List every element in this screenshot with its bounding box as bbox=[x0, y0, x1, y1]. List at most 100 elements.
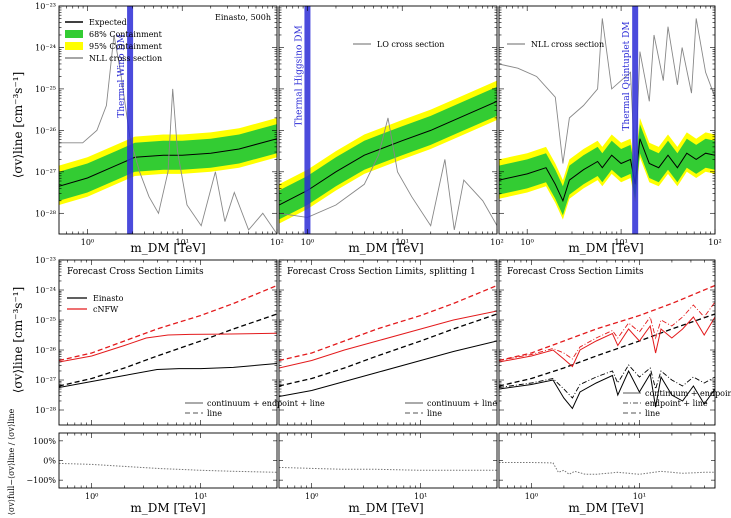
thermal-label: Thermal Quintuplet DM bbox=[622, 21, 632, 130]
containment-68-band bbox=[279, 86, 497, 220]
rat0-ytick-label: −100% bbox=[26, 476, 56, 485]
top2-xtick-label: 10² bbox=[708, 238, 721, 247]
top-xlabel-3: m_DM [TeV] bbox=[568, 241, 643, 255]
top-xlabel-2: m_DM [TeV] bbox=[348, 241, 423, 255]
top0-ytick-label: 10⁻²⁴ bbox=[35, 43, 56, 52]
cnfw-line-only bbox=[59, 284, 277, 362]
bot0-ytick-label: 10⁻²⁷ bbox=[35, 376, 56, 385]
panel-title: Forecast Cross Section Limits, splitting… bbox=[287, 267, 476, 277]
legend-swatch bbox=[65, 30, 83, 38]
bottom-panel-2: Forecast Cross Section Limits, splitting… bbox=[278, 259, 498, 426]
bot0-ytick-label: 10⁻²³ bbox=[35, 256, 56, 265]
expected-line bbox=[59, 138, 277, 187]
cnfw-line-only bbox=[499, 284, 715, 362]
legend-label: endpoint + line bbox=[645, 399, 708, 408]
rat1-frame bbox=[278, 432, 498, 489]
ratio-panel-2: 10⁰ 10¹ bbox=[278, 432, 498, 501]
bot0-ytick-label: 10⁻²⁵ bbox=[35, 316, 56, 325]
legend-label: continuum + endpoint + line bbox=[645, 389, 731, 398]
legend-label: Expected bbox=[89, 18, 127, 27]
ratio-curve bbox=[58, 462, 278, 473]
expected-line bbox=[279, 100, 497, 206]
legend-label: continuum + endpoint + line bbox=[207, 399, 325, 408]
bottom-ylabel: ⟨σv⟩line [cm⁻³s⁻¹] bbox=[11, 287, 25, 394]
legend-label: NLL cross section bbox=[531, 40, 604, 49]
top-panel-3-plot bbox=[499, 6, 715, 234]
einasto-full bbox=[59, 363, 277, 388]
top0-ytick-label: 10⁻²⁷ bbox=[35, 168, 56, 177]
top1-xtick-label: 10⁰ bbox=[301, 238, 314, 247]
bottom-panel-3-plot bbox=[499, 284, 715, 410]
bottom-panel-3: Forecast Cross Section Limits continuum +… bbox=[498, 259, 731, 426]
ratio-row-panels: 10⁰ 10¹ 100% 0% −100% 10⁰ 10¹ 10⁰ 10¹ bbox=[26, 432, 716, 501]
ratio-panel-3: 10⁰ 10¹ bbox=[498, 432, 716, 501]
top0-xtick-label: 10² bbox=[270, 238, 283, 247]
top0-ytick-label: 10⁻²⁵ bbox=[35, 85, 56, 94]
bottom-xlabel-2: m_DM [TeV] bbox=[348, 501, 423, 515]
legend-label: 68% Containment bbox=[89, 30, 163, 39]
panel-title: Forecast Cross Section Limits bbox=[507, 267, 644, 277]
bottom-panel-1: 10⁻²⁸ 10⁻²⁷ 10⁻²⁶ 10⁻²⁵ 10⁻²⁴ 10⁻²³ Forecast C… bbox=[35, 256, 325, 426]
top-panel-1: Thermal Wino DM 10⁰ 10¹ 10² 10⁻²⁸ 10⁻²⁷ 10⁻²⁶ 1… bbox=[35, 2, 284, 247]
rat0-xtick-label: 10⁰ bbox=[85, 492, 98, 501]
top2-xtick-label: 10¹ bbox=[614, 238, 627, 247]
bot1-frame bbox=[278, 259, 498, 426]
top-ylabel: ⟨σv⟩line [cm⁻³s⁻¹] bbox=[11, 72, 25, 179]
containment-68-band bbox=[59, 124, 277, 201]
thermal-label: Thermal Higgsino DM bbox=[294, 25, 304, 126]
thermal-label: Thermal Wino DM bbox=[117, 34, 127, 118]
bottom-row-panels: 10⁻²⁸ 10⁻²⁷ 10⁻²⁶ 10⁻²⁵ 10⁻²⁴ 10⁻²³ Forecast C… bbox=[35, 256, 731, 426]
top0-ytick-label: 10⁻²⁸ bbox=[35, 209, 56, 218]
thermal-mass-band bbox=[304, 6, 311, 234]
top-panel-2: Thermal Higgsino DM 10⁰ 10¹ 10² LO cross sec… bbox=[278, 5, 504, 247]
legend-label: cNFW bbox=[93, 305, 119, 314]
top0-ytick-label: 10⁻²⁶ bbox=[35, 126, 56, 135]
top0-ytick-label: 10⁻²³ bbox=[35, 2, 56, 11]
bottom-xlabel-3: m_DM [TeV] bbox=[568, 501, 643, 515]
einasto-full bbox=[499, 369, 715, 410]
top0-frame bbox=[58, 5, 278, 235]
bottom-xlabel: m_DM [TeV] bbox=[130, 501, 205, 515]
rat0-frame bbox=[58, 432, 278, 489]
ratio-curve bbox=[278, 466, 497, 471]
cnfw-full bbox=[499, 316, 715, 368]
legend-label: line bbox=[207, 409, 222, 418]
legend-label: 95% Containment bbox=[89, 42, 163, 51]
top0-xtick-label: 10⁰ bbox=[81, 238, 94, 247]
top-panel-1-plot bbox=[59, 6, 277, 234]
top1-xtick-label: 10¹ bbox=[396, 238, 409, 247]
rat1-xtick-label: 10⁰ bbox=[305, 492, 318, 501]
rat1-xtick-label: 10¹ bbox=[414, 492, 427, 501]
top1-xtick-label: 10² bbox=[490, 238, 503, 247]
top0-xtick-label: 10¹ bbox=[176, 238, 189, 247]
einasto-line-only bbox=[59, 313, 277, 387]
bot2-frame bbox=[498, 259, 716, 426]
rat2-frame bbox=[498, 432, 716, 489]
rat2-xtick-label: 10¹ bbox=[633, 492, 646, 501]
einasto-line-only bbox=[279, 313, 497, 387]
top-xlabel: m_DM [TeV] bbox=[130, 241, 205, 255]
legend-label: continuum + line bbox=[427, 399, 497, 408]
bot0-ytick-label: 10⁻²⁸ bbox=[35, 406, 56, 415]
thermal-mass-band bbox=[632, 6, 639, 234]
top1-frame bbox=[278, 5, 498, 235]
cnfw-line-only bbox=[279, 284, 497, 362]
rat0-ytick-label: 100% bbox=[33, 437, 56, 446]
rat0-xtick-label: 10¹ bbox=[194, 492, 207, 501]
panel-note: Einasto, 500h bbox=[215, 13, 271, 22]
cross-section-curve bbox=[279, 117, 497, 230]
einasto-endpoint-line bbox=[499, 364, 715, 399]
ratio-curve bbox=[499, 462, 715, 475]
top2-xtick-label: 10⁰ bbox=[520, 238, 533, 247]
cnfw-endpoint-line bbox=[499, 301, 715, 361]
panel-title: Forecast Cross Section Limits bbox=[67, 267, 204, 277]
legend-label: NLL cross section bbox=[89, 54, 162, 63]
thermal-mass-band bbox=[127, 6, 134, 234]
rat0-ytick-label: 0% bbox=[43, 457, 56, 466]
legend-swatch bbox=[65, 42, 83, 50]
bot0-ytick-label: 10⁻²⁴ bbox=[35, 286, 56, 295]
cnfw-full bbox=[279, 310, 497, 369]
bot0-ytick-label: 10⁻²⁶ bbox=[35, 346, 56, 355]
bot0-frame bbox=[58, 259, 278, 426]
